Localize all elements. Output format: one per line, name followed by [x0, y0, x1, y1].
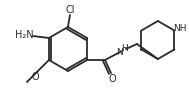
Text: Cl: Cl — [65, 5, 75, 15]
Text: O: O — [31, 72, 39, 82]
Text: N: N — [117, 48, 123, 57]
Text: H₂N: H₂N — [15, 30, 33, 40]
Text: O: O — [108, 74, 116, 83]
Text: NH: NH — [174, 24, 187, 33]
Text: H: H — [122, 44, 128, 53]
